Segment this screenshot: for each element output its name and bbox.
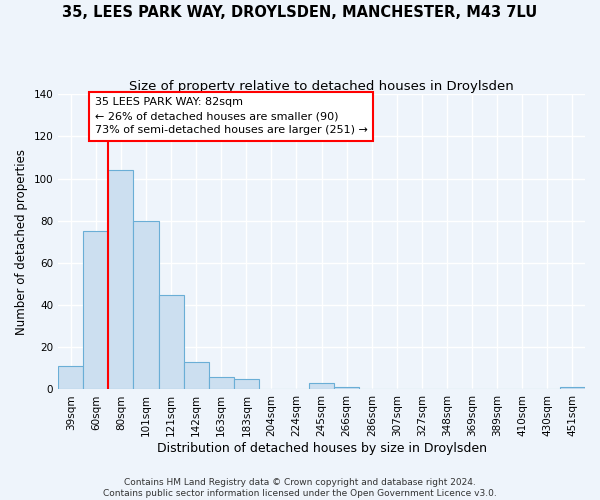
X-axis label: Distribution of detached houses by size in Droylsden: Distribution of detached houses by size … xyxy=(157,442,487,455)
Bar xyxy=(184,362,209,390)
Bar xyxy=(109,170,133,390)
Bar xyxy=(133,220,158,390)
Bar xyxy=(158,294,184,390)
Bar xyxy=(83,232,109,390)
Bar xyxy=(334,388,359,390)
Bar xyxy=(560,388,585,390)
Y-axis label: Number of detached properties: Number of detached properties xyxy=(15,149,28,335)
Text: Contains HM Land Registry data © Crown copyright and database right 2024.
Contai: Contains HM Land Registry data © Crown c… xyxy=(103,478,497,498)
Bar xyxy=(58,366,83,390)
Bar xyxy=(309,383,334,390)
Title: Size of property relative to detached houses in Droylsden: Size of property relative to detached ho… xyxy=(129,80,514,93)
Text: 35 LEES PARK WAY: 82sqm
← 26% of detached houses are smaller (90)
73% of semi-de: 35 LEES PARK WAY: 82sqm ← 26% of detache… xyxy=(95,97,368,135)
Bar xyxy=(234,379,259,390)
Bar xyxy=(209,377,234,390)
Text: 35, LEES PARK WAY, DROYLSDEN, MANCHESTER, M43 7LU: 35, LEES PARK WAY, DROYLSDEN, MANCHESTER… xyxy=(62,5,538,20)
